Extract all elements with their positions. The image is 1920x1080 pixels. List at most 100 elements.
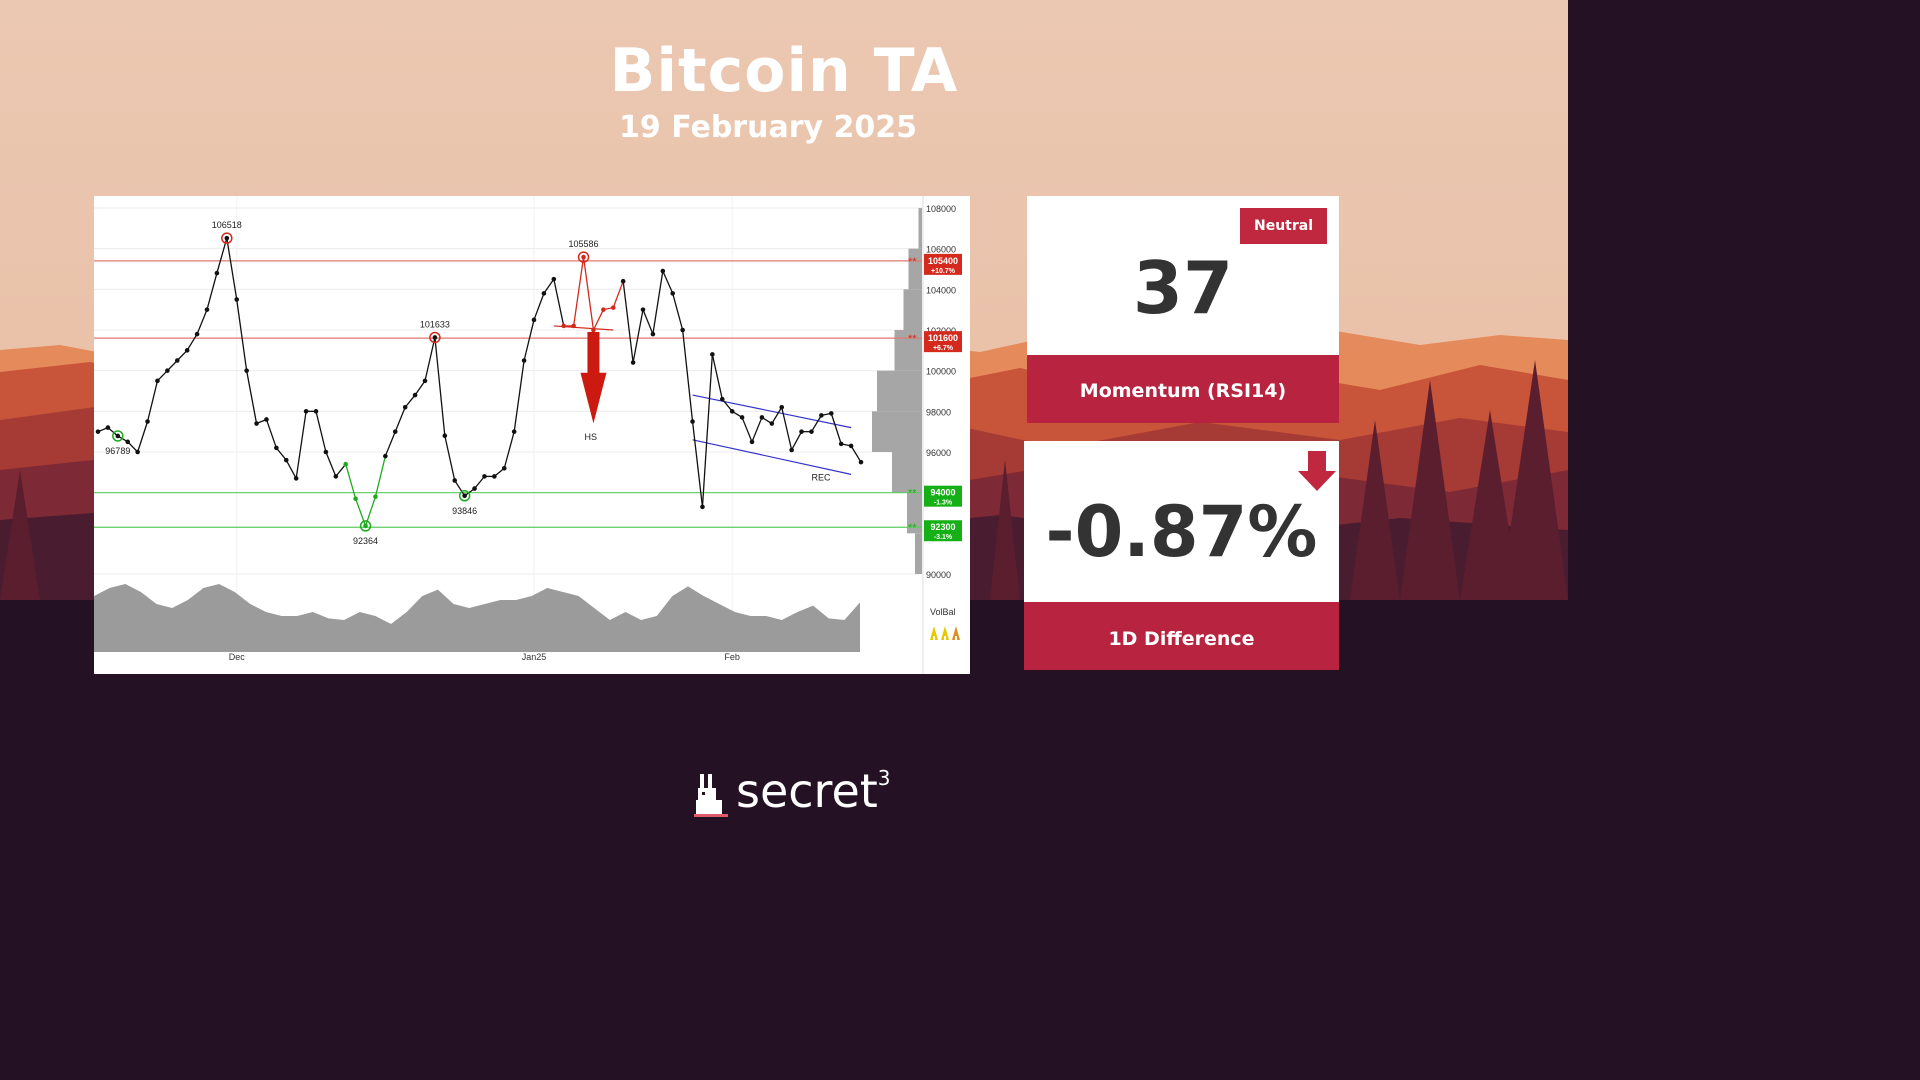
channel-line bbox=[692, 439, 852, 475]
price-line-segment bbox=[612, 280, 624, 308]
price-point bbox=[670, 291, 676, 296]
price-point bbox=[819, 413, 824, 418]
price-point bbox=[739, 415, 745, 420]
price-point bbox=[472, 486, 477, 491]
price-line-segment bbox=[265, 419, 277, 449]
price-point bbox=[125, 439, 131, 445]
price-line-segment bbox=[226, 238, 238, 300]
price-line-segment bbox=[681, 329, 694, 422]
brand-logo: secret3 bbox=[690, 764, 891, 820]
price-point bbox=[343, 461, 349, 467]
arrow-down-icon bbox=[1298, 451, 1336, 491]
level-change: -1.3% bbox=[934, 500, 953, 507]
price-line-segment bbox=[156, 370, 168, 382]
difference-label: 1D Difference bbox=[1024, 602, 1339, 670]
volume-profile-bar bbox=[894, 330, 922, 371]
price-line-segment bbox=[781, 407, 793, 451]
price-line-segment bbox=[245, 370, 258, 424]
price-line-segment bbox=[236, 299, 248, 371]
brand-name: secret3 bbox=[736, 764, 891, 818]
x-tick-label: Feb bbox=[724, 652, 740, 662]
rsi-value: 37 bbox=[1132, 246, 1234, 330]
price-point bbox=[581, 254, 586, 260]
price-point bbox=[690, 419, 695, 424]
price-point bbox=[650, 331, 656, 337]
y-tick-label: 108000 bbox=[926, 204, 956, 214]
volume-profile-bar bbox=[907, 492, 922, 534]
price-line-segment bbox=[513, 360, 525, 432]
price-line-segment bbox=[137, 421, 149, 453]
price-line-segment bbox=[206, 272, 218, 310]
price-line-segment bbox=[424, 337, 436, 381]
price-point bbox=[204, 307, 210, 312]
price-point bbox=[561, 323, 567, 329]
price-line-segment bbox=[572, 256, 585, 327]
price-line-segment bbox=[275, 447, 287, 461]
price-line-segment bbox=[216, 237, 228, 274]
level-tag bbox=[924, 331, 962, 353]
price-point bbox=[680, 327, 685, 333]
volume-profile-bar bbox=[892, 452, 922, 493]
price-line-segment bbox=[701, 354, 714, 507]
difference-value: -0.87% bbox=[1045, 491, 1318, 573]
price-point bbox=[729, 409, 735, 414]
price-point bbox=[214, 270, 220, 276]
extreme-label: 106518 bbox=[212, 220, 242, 230]
price-point bbox=[482, 474, 487, 479]
price-line-segment bbox=[315, 411, 327, 453]
page-title: Bitcoin TA bbox=[609, 36, 959, 106]
volume-label: VolBal bbox=[930, 607, 956, 617]
price-line-segment bbox=[791, 431, 803, 451]
price-point bbox=[591, 327, 596, 333]
price-line-segment bbox=[850, 445, 862, 463]
y-tick-label: 98000 bbox=[926, 407, 951, 417]
price-point bbox=[848, 443, 854, 449]
price-point bbox=[799, 429, 804, 434]
price-line-segment bbox=[622, 281, 634, 363]
price-line-segment bbox=[672, 293, 684, 331]
price-line-segment bbox=[771, 406, 783, 424]
price-point bbox=[105, 425, 111, 430]
price-point bbox=[412, 392, 418, 398]
price-line-segment bbox=[582, 256, 595, 331]
price-point bbox=[383, 453, 388, 459]
x-tick-label: Dec bbox=[229, 652, 246, 662]
price-point bbox=[303, 409, 309, 414]
extreme-label: 101633 bbox=[420, 319, 450, 329]
price-point bbox=[442, 433, 448, 439]
price-point bbox=[660, 268, 666, 274]
price-point bbox=[501, 465, 507, 471]
price-line-segment bbox=[166, 360, 178, 372]
y-tick-label: 102000 bbox=[926, 326, 956, 336]
volbal-arrow-icon bbox=[952, 626, 960, 640]
price-point bbox=[759, 415, 765, 420]
extreme-marker bbox=[112, 430, 124, 442]
price-point bbox=[551, 276, 557, 282]
price-point bbox=[531, 317, 537, 323]
price-line-segment bbox=[295, 411, 307, 479]
y-tick-label: 100000 bbox=[926, 367, 956, 377]
price-point bbox=[601, 307, 606, 312]
price-point bbox=[838, 441, 844, 447]
price-line-segment bbox=[394, 407, 406, 432]
price-line-segment bbox=[751, 417, 763, 443]
price-point bbox=[373, 494, 378, 500]
level-value: 101600 bbox=[928, 333, 958, 343]
price-line-segment bbox=[335, 463, 347, 477]
extreme-marker bbox=[359, 520, 372, 532]
price-point bbox=[224, 235, 230, 241]
price-point bbox=[571, 323, 576, 329]
level-change: +6.7% bbox=[933, 345, 954, 352]
extreme-label: 92364 bbox=[353, 536, 378, 546]
volume-profile-bar bbox=[918, 208, 922, 249]
volume-profile-bar bbox=[877, 370, 922, 412]
price-point bbox=[749, 439, 755, 445]
price-line-segment bbox=[176, 349, 188, 361]
price-line-segment bbox=[662, 270, 674, 294]
price-point bbox=[333, 474, 339, 479]
price-point bbox=[353, 496, 358, 502]
price-point bbox=[254, 421, 259, 426]
price-point bbox=[492, 474, 497, 479]
price-point bbox=[392, 429, 398, 434]
price-point bbox=[432, 335, 438, 340]
